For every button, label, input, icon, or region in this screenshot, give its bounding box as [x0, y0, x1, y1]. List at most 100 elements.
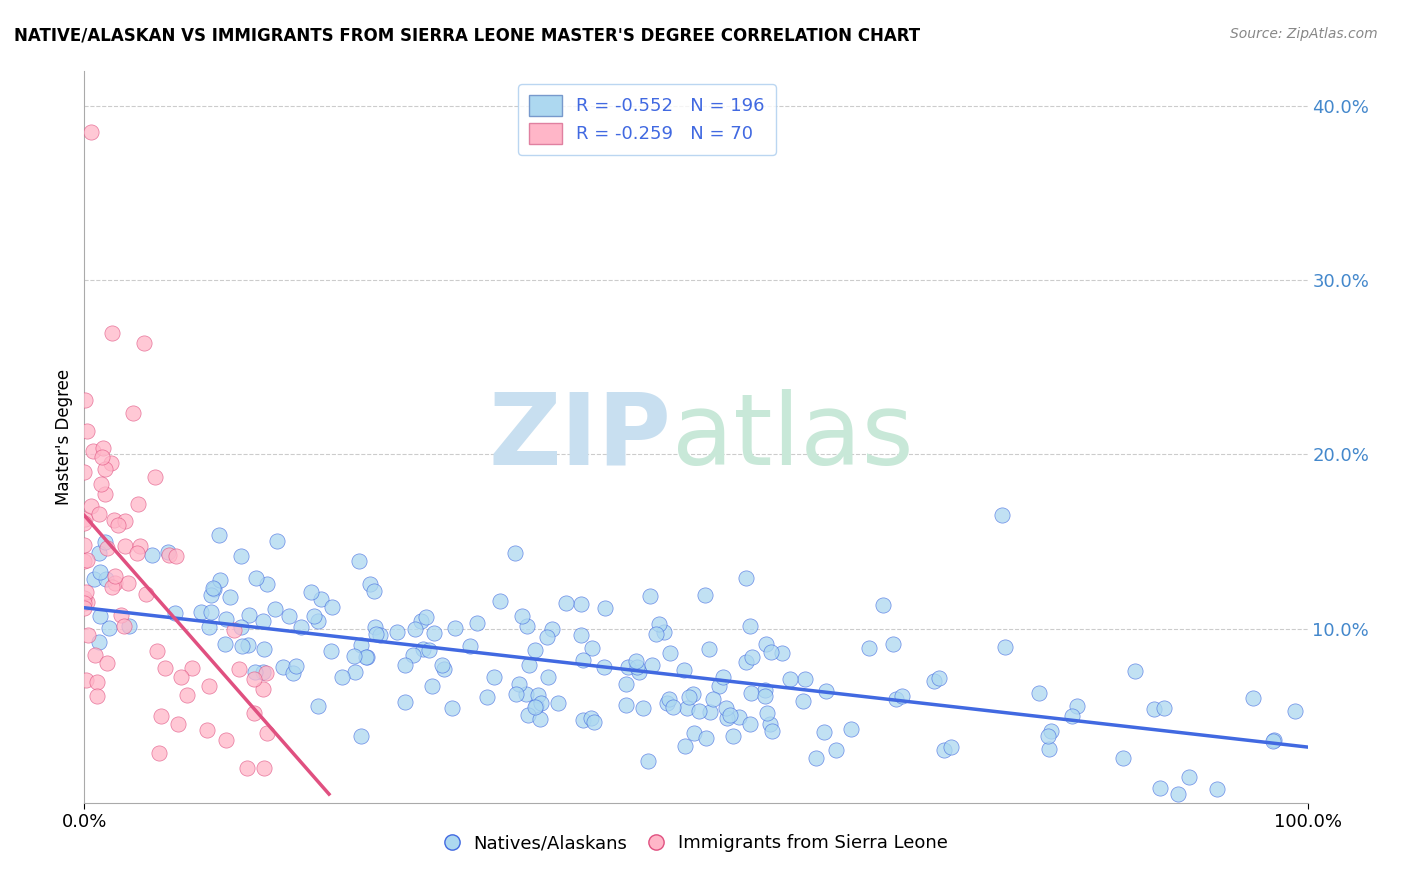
Point [658, 691, 681, 706]
Point [101, 580, 124, 594]
Point [1066, 698, 1088, 713]
Point [662, 699, 685, 714]
Point [75, 511, 97, 525]
Point [804, 751, 827, 765]
Point [330, 670, 353, 684]
Point [127, 546, 149, 560]
Point [364, 627, 387, 641]
Point [103, 513, 125, 527]
Point [673, 739, 696, 753]
Point [1263, 733, 1285, 747]
Point [475, 690, 498, 705]
Point [779, 672, 801, 686]
Point [872, 599, 894, 613]
Point [321, 600, 343, 615]
Point [73, 601, 96, 615]
Point [440, 701, 463, 715]
Point [73, 393, 96, 408]
Point [655, 696, 678, 710]
Point [673, 663, 696, 677]
Point [100, 326, 122, 340]
Point [825, 743, 848, 757]
Point [676, 701, 699, 715]
Point [1038, 729, 1060, 743]
Point [215, 733, 238, 747]
Point [415, 609, 437, 624]
Point [626, 659, 648, 673]
Point [465, 615, 488, 630]
Point [285, 659, 308, 673]
Point [792, 694, 814, 708]
Point [197, 620, 219, 634]
Point [343, 665, 366, 680]
Point [122, 406, 145, 420]
Text: atlas: atlas [672, 389, 912, 485]
Point [198, 679, 221, 693]
Text: NATIVE/ALASKAN VS IMMIGRANTS FROM SIERRA LEONE MASTER'S DEGREE CORRELATION CHART: NATIVE/ALASKAN VS IMMIGRANTS FROM SIERRA… [14, 27, 920, 45]
Point [523, 643, 546, 657]
Point [741, 649, 763, 664]
Point [569, 597, 592, 611]
Point [422, 625, 444, 640]
Y-axis label: Master's Degree: Master's Degree [55, 369, 73, 505]
Point [200, 605, 222, 619]
Point [208, 573, 231, 587]
Point [510, 609, 533, 624]
Point [626, 654, 648, 668]
Point [515, 687, 537, 701]
Point [80, 125, 103, 139]
Point [73, 516, 96, 531]
Point [1153, 700, 1175, 714]
Point [89, 565, 111, 579]
Point [759, 645, 782, 659]
Point [738, 716, 761, 731]
Point [740, 618, 762, 632]
Point [114, 514, 136, 528]
Point [734, 655, 756, 669]
Point [354, 650, 377, 665]
Point [652, 624, 675, 639]
Point [190, 605, 212, 619]
Point [394, 695, 416, 709]
Point [404, 622, 426, 636]
Point [524, 699, 547, 714]
Point [307, 614, 329, 628]
Point [418, 643, 440, 657]
Point [356, 650, 378, 665]
Point [932, 743, 955, 757]
Point [718, 707, 741, 722]
Point [86, 675, 108, 690]
Point [569, 628, 592, 642]
Text: ZIP: ZIP [489, 389, 672, 485]
Point [228, 662, 250, 676]
Point [87, 546, 110, 560]
Point [555, 596, 578, 610]
Point [89, 507, 111, 521]
Point [143, 469, 166, 483]
Point [73, 554, 96, 568]
Point [82, 444, 104, 458]
Point [264, 602, 287, 616]
Point [148, 746, 170, 760]
Point [181, 661, 204, 675]
Point [682, 687, 704, 701]
Point [350, 638, 373, 652]
Point [97, 621, 120, 635]
Point [430, 658, 453, 673]
Point [886, 691, 908, 706]
Point [581, 711, 603, 725]
Point [253, 641, 276, 656]
Point [1178, 770, 1201, 784]
Text: Source: ZipAtlas.com: Source: ZipAtlas.com [1230, 27, 1378, 41]
Point [890, 690, 912, 704]
Point [271, 660, 294, 674]
Point [991, 508, 1014, 523]
Point [645, 626, 668, 640]
Point [84, 648, 107, 662]
Point [699, 705, 721, 719]
Point [73, 538, 96, 552]
Point [195, 723, 218, 737]
Point [73, 591, 96, 606]
Point [252, 615, 274, 629]
Point [595, 601, 617, 615]
